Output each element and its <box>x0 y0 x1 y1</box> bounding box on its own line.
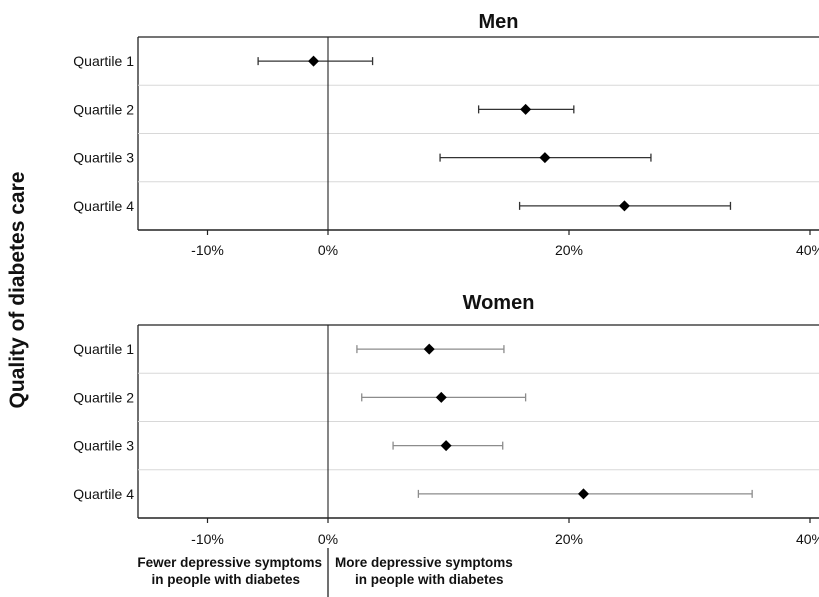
men-category-label: Quartile 2 <box>73 101 134 117</box>
women-category-label: Quartile 4 <box>73 486 134 502</box>
women-category-label: Quartile 1 <box>73 341 134 357</box>
men-category-label: Quartile 3 <box>73 150 134 166</box>
women-point-estimate <box>440 440 452 452</box>
men-panel: Men -10% 0% 20% 40% Quartile 1 Quartile 2 Quart… <box>73 11 819 258</box>
note-right-line1: More depressive symptoms <box>335 555 513 570</box>
men-x-tick-label: -10% <box>191 242 224 258</box>
women-x-tick-label: 40% <box>796 531 819 547</box>
women-point-estimate <box>423 343 435 355</box>
men-category-label: Quartile 4 <box>73 198 134 214</box>
women-x-tick-label: 0% <box>318 531 338 547</box>
direction-notes: Fewer depressive symptoms in people with… <box>137 548 513 597</box>
women-x-tick-label: -10% <box>191 531 224 547</box>
men-point-estimate <box>520 103 532 115</box>
women-panel: Women -10% 0% 20% 40% Quartile 1 Quartile 2 Qua… <box>73 292 819 547</box>
men-x-tick-label: 0% <box>318 242 338 258</box>
men-point-estimate <box>308 55 320 67</box>
men-x-tick-label: 40% <box>796 242 819 258</box>
women-point-estimate <box>435 391 447 403</box>
women-category-label: Quartile 2 <box>73 389 134 405</box>
women-category-label: Quartile 3 <box>73 438 134 454</box>
men-point-estimate <box>618 200 630 212</box>
men-category-label: Quartile 1 <box>73 53 134 69</box>
note-left-line2: in people with diabetes <box>151 572 300 587</box>
women-point-estimate <box>577 488 589 500</box>
men-panel-title: Men <box>479 11 519 33</box>
men-point-estimate <box>539 152 551 164</box>
y-axis-label: Quality of diabetes care <box>6 172 29 409</box>
women-panel-title: Women <box>463 292 535 314</box>
note-left-line1: Fewer depressive symptoms <box>137 555 322 570</box>
note-right-line2: in people with diabetes <box>355 572 504 587</box>
men-x-tick-label: 20% <box>555 242 583 258</box>
women-x-tick-label: 20% <box>555 531 583 547</box>
panels: Men -10% 0% 20% 40% Quartile 1 Quartile 2 Quart… <box>73 11 819 547</box>
